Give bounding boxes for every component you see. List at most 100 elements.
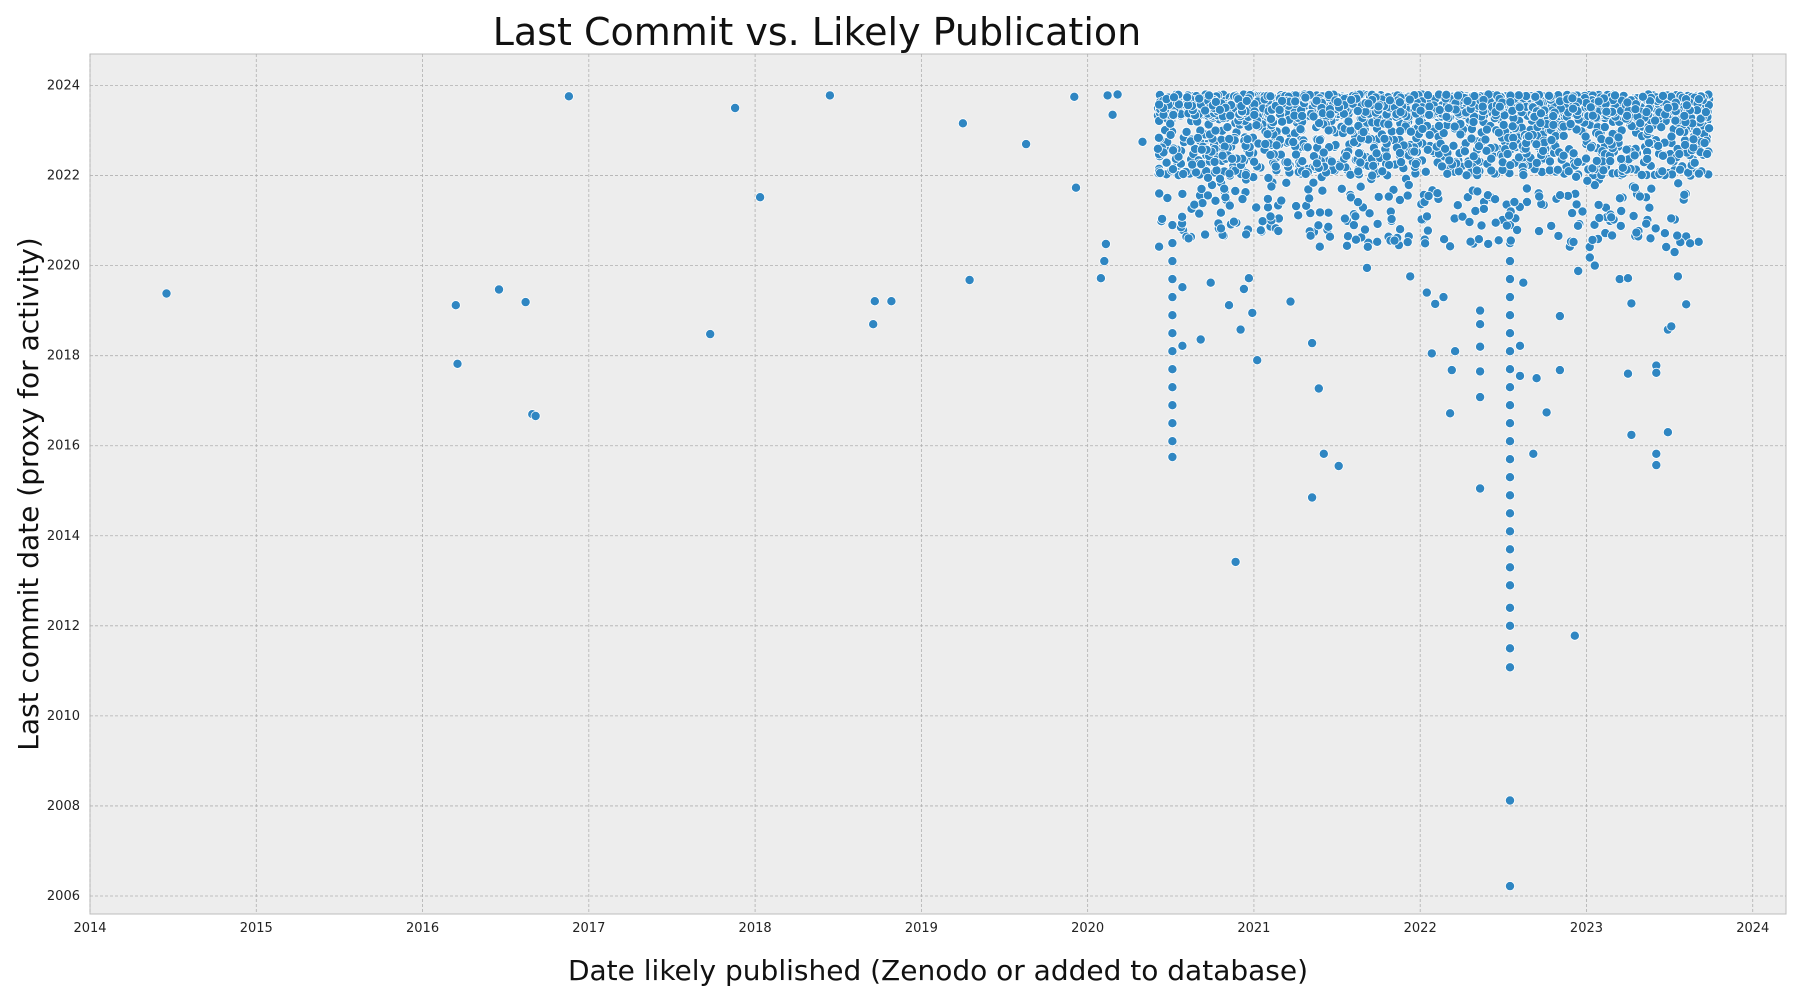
data-point	[1187, 159, 1198, 170]
data-point	[1285, 296, 1296, 307]
data-point	[1325, 231, 1336, 242]
data-point	[1505, 454, 1516, 465]
data-point	[1645, 233, 1656, 244]
data-point	[1704, 123, 1715, 134]
data-point	[1505, 256, 1516, 267]
data-point	[1505, 235, 1516, 246]
data-point	[1415, 105, 1426, 116]
data-point	[1311, 95, 1322, 106]
data-point	[1546, 135, 1557, 146]
data-point	[1462, 96, 1473, 107]
data-point	[1438, 128, 1449, 139]
data-point	[1466, 133, 1477, 144]
data-point	[1554, 311, 1565, 322]
data-point	[1297, 111, 1308, 122]
data-point	[1154, 241, 1165, 252]
data-point	[1307, 338, 1318, 349]
data-point	[1646, 183, 1657, 194]
data-point	[1355, 181, 1366, 192]
data-point	[1518, 169, 1529, 180]
data-point	[1475, 305, 1486, 316]
data-point	[1563, 166, 1574, 177]
data-point	[1437, 161, 1448, 172]
data-point	[1263, 172, 1274, 183]
data-point	[1351, 234, 1362, 245]
data-point	[1441, 89, 1452, 100]
data-point	[1323, 125, 1334, 136]
data-point	[1472, 186, 1483, 197]
data-point	[1260, 138, 1271, 149]
data-point	[1196, 183, 1207, 194]
data-point	[1422, 144, 1433, 155]
x-tick-label: 2016	[406, 921, 439, 936]
data-point	[1168, 145, 1179, 156]
data-point	[1154, 99, 1165, 110]
data-point	[1313, 383, 1324, 394]
data-point	[1262, 193, 1273, 204]
data-point	[1505, 643, 1516, 654]
data-point	[1314, 118, 1325, 129]
data-point	[1513, 90, 1524, 101]
data-point	[1271, 140, 1282, 151]
data-point	[1534, 191, 1545, 202]
data-point	[1282, 157, 1293, 168]
data-point	[1112, 89, 1123, 100]
data-point	[1183, 233, 1194, 244]
data-point	[1571, 199, 1582, 210]
data-point	[1695, 113, 1706, 124]
data-point	[1486, 153, 1497, 164]
data-point	[1167, 400, 1178, 411]
data-point	[1423, 190, 1434, 201]
data-point	[1167, 382, 1178, 393]
data-point	[1167, 418, 1178, 429]
data-point	[1535, 118, 1546, 129]
data-point	[1644, 124, 1655, 135]
x-tick-label: 2022	[1404, 921, 1437, 936]
data-point	[1662, 427, 1673, 438]
data-point	[1670, 115, 1681, 126]
data-point	[1494, 101, 1505, 112]
data-point	[1214, 104, 1225, 115]
x-tick-label: 2014	[73, 921, 106, 936]
data-point	[1465, 236, 1476, 247]
data-point	[1290, 96, 1301, 107]
data-point	[1155, 167, 1166, 178]
data-point	[1395, 147, 1406, 158]
data-point	[1644, 137, 1655, 148]
data-point	[1651, 448, 1662, 459]
data-point	[1657, 166, 1668, 177]
y-axis-label: Last commit date (proxy for activity)	[12, 237, 45, 750]
data-point	[1177, 188, 1188, 199]
data-point	[1468, 117, 1479, 128]
data-point	[1622, 97, 1633, 108]
data-point	[1230, 185, 1241, 196]
data-point	[1167, 292, 1178, 303]
data-point	[1439, 234, 1450, 245]
data-point	[1276, 195, 1287, 206]
data-point	[1541, 407, 1552, 418]
x-tick-label: 2017	[572, 921, 605, 936]
data-point	[1242, 134, 1253, 145]
data-point	[869, 296, 880, 307]
data-point	[1568, 236, 1579, 247]
y-axis-ticks: 2006 2008 2010 2012 2014 2016 2018 2020 2022 2024	[47, 79, 80, 904]
data-point	[1615, 220, 1626, 231]
data-point	[1505, 274, 1516, 285]
data-point	[1459, 146, 1470, 157]
data-point	[1544, 90, 1555, 101]
data-point	[1421, 287, 1432, 298]
data-point	[1388, 184, 1399, 195]
data-point	[1505, 602, 1516, 613]
data-point	[1476, 220, 1487, 231]
data-point	[1225, 110, 1236, 121]
data-point	[1623, 273, 1634, 284]
data-point	[1581, 153, 1592, 164]
data-point	[1693, 94, 1704, 105]
data-point	[1265, 91, 1276, 102]
data-point	[1546, 220, 1557, 231]
data-point	[1222, 122, 1233, 133]
data-point	[1528, 448, 1539, 459]
data-point	[1343, 116, 1354, 127]
data-point	[1305, 230, 1316, 241]
data-point	[1192, 132, 1203, 143]
